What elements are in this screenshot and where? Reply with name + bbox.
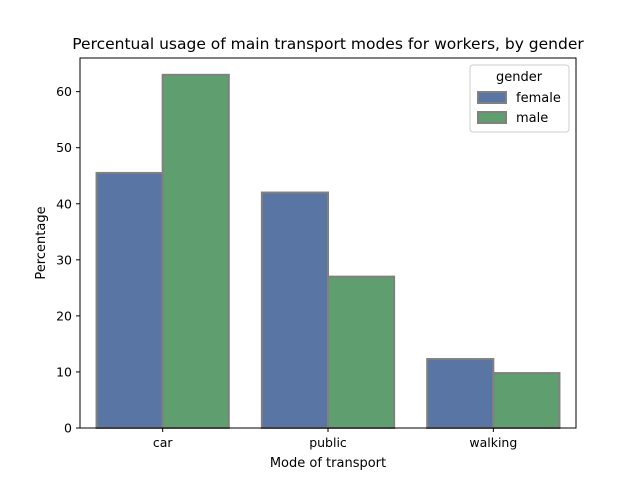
x-tick-label: public <box>309 435 347 450</box>
legend: gender female male <box>469 64 570 133</box>
bar-female-walking <box>426 358 495 429</box>
y-axis-label: Percentage <box>34 206 49 279</box>
y-tick-label: 0 <box>64 421 72 436</box>
legend-swatch-female <box>477 91 507 104</box>
bar-female-public <box>260 191 329 429</box>
y-tick-label: 50 <box>56 140 72 155</box>
bar-male-public <box>327 275 396 429</box>
bar-female-car <box>95 171 164 429</box>
legend-label-female: female <box>516 91 561 106</box>
legend-title: gender <box>496 70 543 85</box>
legend-label-male: male <box>516 111 548 126</box>
y-tick-label: 30 <box>56 252 72 267</box>
y-tick-label: 10 <box>56 364 72 379</box>
y-tick-label: 60 <box>56 84 72 99</box>
y-tick-label: 20 <box>56 308 72 323</box>
x-axis: car public walking <box>153 428 517 450</box>
legend-swatch-male <box>477 111 507 124</box>
bars-group <box>95 73 561 430</box>
x-axis-label: Mode of transport <box>270 456 386 471</box>
x-tick-label: car <box>153 435 174 450</box>
bar-male-walking <box>492 372 561 429</box>
y-tick-label: 40 <box>56 196 72 211</box>
x-tick-label: walking <box>469 435 517 450</box>
bar-male-car <box>161 73 230 430</box>
chart-title: Percentual usage of main transport modes… <box>72 35 584 53</box>
y-axis: 0 10 20 30 40 50 60 <box>56 84 80 436</box>
